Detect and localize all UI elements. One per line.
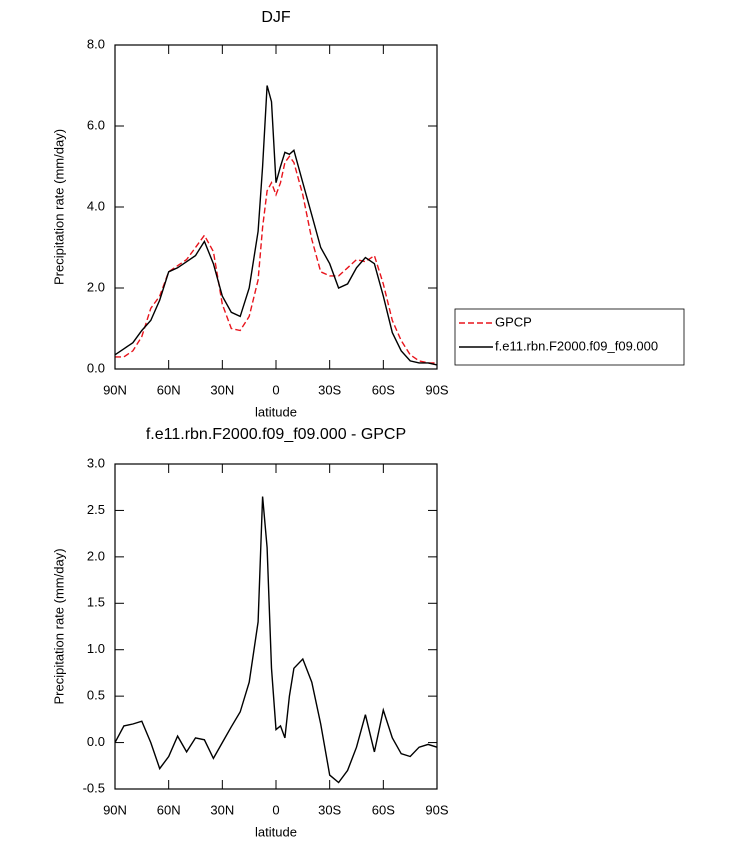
- x-tick-label: 0: [272, 382, 279, 397]
- y-tick-label: 0.0: [87, 360, 105, 375]
- y-tick-label: 6.0: [87, 117, 105, 132]
- legend-box: [454, 308, 685, 366]
- x-tick-label: 60S: [372, 382, 395, 397]
- x-tick-label: 0: [272, 802, 279, 817]
- x-tick-label: 90N: [103, 382, 127, 397]
- x-tick-label: 90S: [425, 802, 448, 817]
- y-tick-label: 3.0: [87, 455, 105, 470]
- x-tick-label: 30N: [210, 382, 234, 397]
- chart-title: f.e11.rbn.F2000.f09_f09.000 - GPCP: [146, 426, 406, 443]
- y-tick-label: 0.5: [87, 688, 105, 703]
- chart-title: DJF: [261, 9, 291, 26]
- x-tick-label: 30S: [318, 802, 341, 817]
- data-line: [114, 496, 438, 784]
- plot-frame: [114, 44, 438, 370]
- legend-label: f.e11.rbn.F2000.f09_f09.000: [495, 338, 658, 353]
- x-axis-label: latitude: [255, 404, 297, 419]
- y-tick-label: 1.5: [87, 595, 105, 610]
- x-tick-label: 60N: [157, 382, 181, 397]
- plot-frame: [114, 463, 438, 790]
- y-tick-label: 2.5: [87, 502, 105, 517]
- data-line: [115, 155, 437, 364]
- x-tick-label: 60S: [372, 802, 395, 817]
- legend-label: GPCP: [495, 314, 532, 329]
- x-tick-label: 30N: [210, 802, 234, 817]
- x-tick-label: 30S: [318, 382, 341, 397]
- y-tick-label: 8.0: [87, 36, 105, 51]
- y-tick-label: -0.5: [83, 780, 105, 795]
- x-tick-label: 90N: [103, 802, 127, 817]
- y-tick-label: 2.0: [87, 548, 105, 563]
- x-tick-label: 60N: [157, 802, 181, 817]
- x-axis-label: latitude: [255, 824, 297, 839]
- data-line: [114, 85, 438, 366]
- y-axis-label: Precipitation rate (mm/day): [51, 129, 66, 285]
- y-tick-label: 4.0: [87, 198, 105, 213]
- y-tick-label: 1.0: [87, 641, 105, 656]
- y-tick-label: 2.0: [87, 279, 105, 294]
- y-axis-label: Precipitation rate (mm/day): [51, 548, 66, 704]
- x-tick-label: 90S: [425, 382, 448, 397]
- y-tick-label: 0.0: [87, 734, 105, 749]
